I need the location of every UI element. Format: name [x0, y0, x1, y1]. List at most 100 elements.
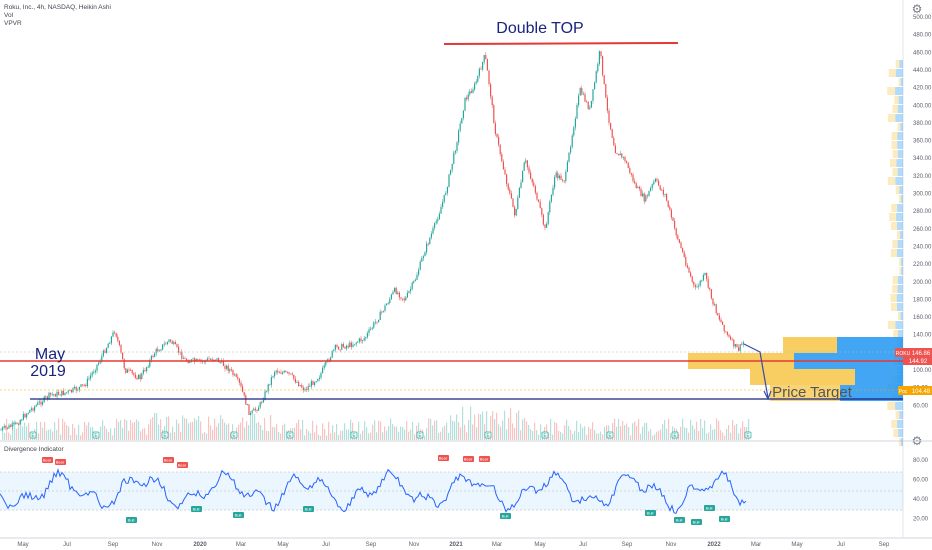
gear-icon[interactable]: ⚙ [911, 2, 923, 16]
volume-bar [142, 428, 144, 440]
vpvr-indicator-label[interactable]: VPVR [4, 20, 22, 27]
volume-bar [624, 425, 626, 440]
candle-body [37, 402, 39, 406]
volume-bar [198, 415, 200, 440]
volume-bar [144, 428, 146, 440]
volume-bar [432, 425, 434, 440]
candle-body [245, 395, 247, 405]
vp-row-yellow [895, 411, 900, 419]
candle-body [710, 289, 712, 299]
candle-body [42, 402, 44, 405]
volume-bar [316, 425, 318, 440]
volume-bar [174, 432, 176, 440]
candle-body [174, 342, 176, 345]
vp-row-blue [897, 420, 903, 428]
volume-bar [56, 429, 58, 440]
vp-row-yellow [892, 285, 898, 293]
volume-bar [190, 422, 192, 440]
vp-row-yellow [887, 402, 896, 410]
candle-body [282, 372, 284, 374]
bear-label: Bear [480, 457, 489, 462]
candle-body [13, 423, 15, 424]
vp-box-blue-3 [855, 369, 903, 385]
candle-body [85, 385, 87, 387]
candle-body [694, 285, 696, 288]
volume-bar [244, 427, 246, 440]
volume-bar [398, 431, 400, 440]
price-tick: 220.00 [913, 262, 932, 268]
candle-body [435, 221, 437, 224]
candle-body [629, 167, 631, 174]
volume-bar [524, 418, 526, 440]
earnings-letter: E [288, 433, 292, 439]
candle-body [474, 83, 476, 90]
candle-body [582, 93, 584, 95]
volume-bar [500, 426, 502, 440]
candle-body [736, 344, 738, 348]
volume-bar [702, 428, 704, 440]
volume-bar [64, 421, 66, 440]
candle-body [0, 429, 2, 431]
volume-bar [526, 421, 528, 440]
vp-row-blue [896, 159, 903, 167]
bull-tag [719, 516, 730, 522]
volume-bar [362, 430, 364, 440]
earnings-icon [606, 431, 614, 439]
candle-body [243, 392, 245, 396]
volume-bar [136, 419, 138, 440]
volume-bar [270, 415, 272, 440]
volume-bar [306, 428, 308, 440]
volume-bar [604, 427, 606, 440]
candle-body [571, 135, 573, 147]
candle-body [734, 344, 736, 347]
time-tick: Nov [409, 542, 420, 548]
candle-body [642, 193, 644, 197]
candle-body [718, 315, 720, 320]
candle-body [560, 175, 562, 180]
volume-bar [684, 427, 686, 440]
volume-bar [494, 419, 496, 440]
volume-bar [504, 410, 506, 440]
candle-body [232, 370, 234, 376]
candle-body [610, 122, 612, 130]
candle-body [536, 192, 538, 200]
volume-bar [40, 421, 42, 440]
candle-body [558, 175, 560, 179]
volume-bar [644, 423, 646, 440]
candle-body [587, 101, 589, 109]
volume-bar [660, 429, 662, 440]
vp-row-yellow [889, 213, 897, 221]
volume-bar [184, 418, 186, 440]
candle-body [290, 373, 292, 375]
volume-bar [444, 425, 446, 440]
volume-bar [62, 418, 64, 440]
volume-bar [188, 423, 190, 440]
volume-bar [112, 435, 114, 440]
candle-body [608, 110, 610, 123]
volume-bar [338, 435, 340, 440]
volume-bar [74, 427, 76, 440]
candle-body [714, 304, 716, 306]
candle-body [704, 272, 706, 275]
candle-body [234, 374, 236, 376]
candle-body [526, 160, 528, 168]
volume-bar [242, 417, 244, 440]
volume-bar [360, 433, 362, 440]
volume-bar [238, 424, 240, 440]
candle-body [403, 298, 405, 301]
vp-box-blue-1 [837, 337, 903, 353]
bear-label: Bear [43, 458, 52, 463]
volume-bar [200, 421, 202, 440]
candle-body [477, 75, 479, 82]
volume-indicator-label[interactable]: Vol [4, 12, 14, 19]
time-tick: Jul [322, 542, 330, 548]
volume-bar [724, 435, 726, 440]
volume-bar [214, 418, 216, 440]
vp-row-yellow [899, 267, 902, 275]
vp-row-blue [896, 303, 903, 311]
candle-body [181, 351, 183, 359]
symbol-badge-bg [895, 348, 911, 357]
candle-body [466, 97, 468, 100]
candle-body [470, 91, 472, 93]
